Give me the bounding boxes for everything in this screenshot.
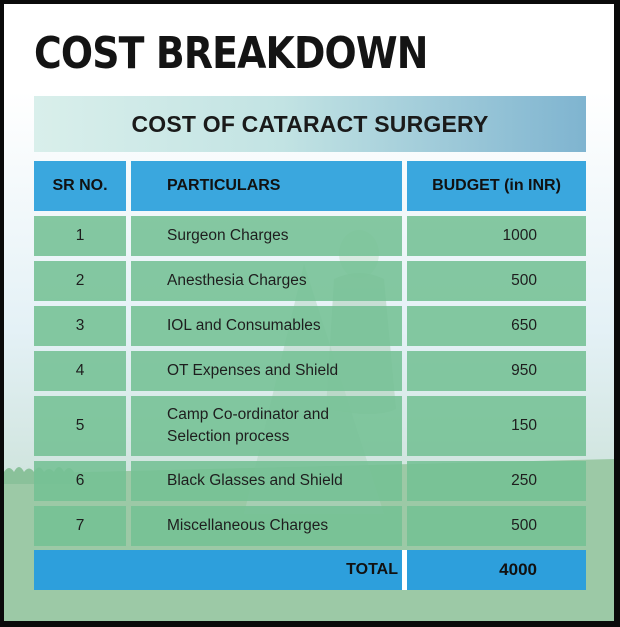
table-subtitle-banner: COST OF CATARACT SURGERY	[34, 96, 586, 152]
row-particular: Black Glasses and Shield	[131, 461, 402, 501]
row-budget: 950	[407, 351, 586, 391]
row-particular: Surgeon Charges	[131, 216, 402, 256]
row-budget: 250	[407, 461, 586, 501]
row-budget: 150	[407, 396, 586, 456]
total-divider	[402, 550, 407, 590]
row-sr-no: 4	[34, 351, 126, 391]
row-sr-no: 6	[34, 461, 126, 501]
row-particular: Anesthesia Charges	[131, 261, 402, 301]
row-particular: OT Expenses and Shield	[131, 351, 402, 391]
row-sr-no: 5	[34, 396, 126, 456]
row-particular: IOL and Consumables	[131, 306, 402, 346]
row-sr-no: 2	[34, 261, 126, 301]
row-particular: Miscellaneous Charges	[131, 506, 402, 546]
row-sr-no: 3	[34, 306, 126, 346]
total-row	[34, 550, 586, 590]
row-particular: Camp Co-ordinator and Selection process	[131, 396, 402, 456]
column-header-particulars: PARTICULARS	[131, 161, 402, 211]
row-sr-no: 7	[34, 506, 126, 546]
total-label: TOTAL	[346, 561, 398, 578]
row-budget: 650	[407, 306, 586, 346]
page-title: COST BREAKDOWN	[34, 28, 428, 79]
column-header-sr-no: SR NO.	[34, 161, 126, 211]
infographic-frame: COST BREAKDOWN COST OF CATARACT SURGERY …	[4, 4, 614, 621]
column-header-budget: BUDGET (in INR)	[407, 161, 586, 211]
row-budget: 1000	[407, 216, 586, 256]
row-sr-no: 1	[34, 216, 126, 256]
row-budget: 500	[407, 261, 586, 301]
row-budget: 500	[407, 506, 586, 546]
total-value: 4000	[499, 560, 537, 579]
